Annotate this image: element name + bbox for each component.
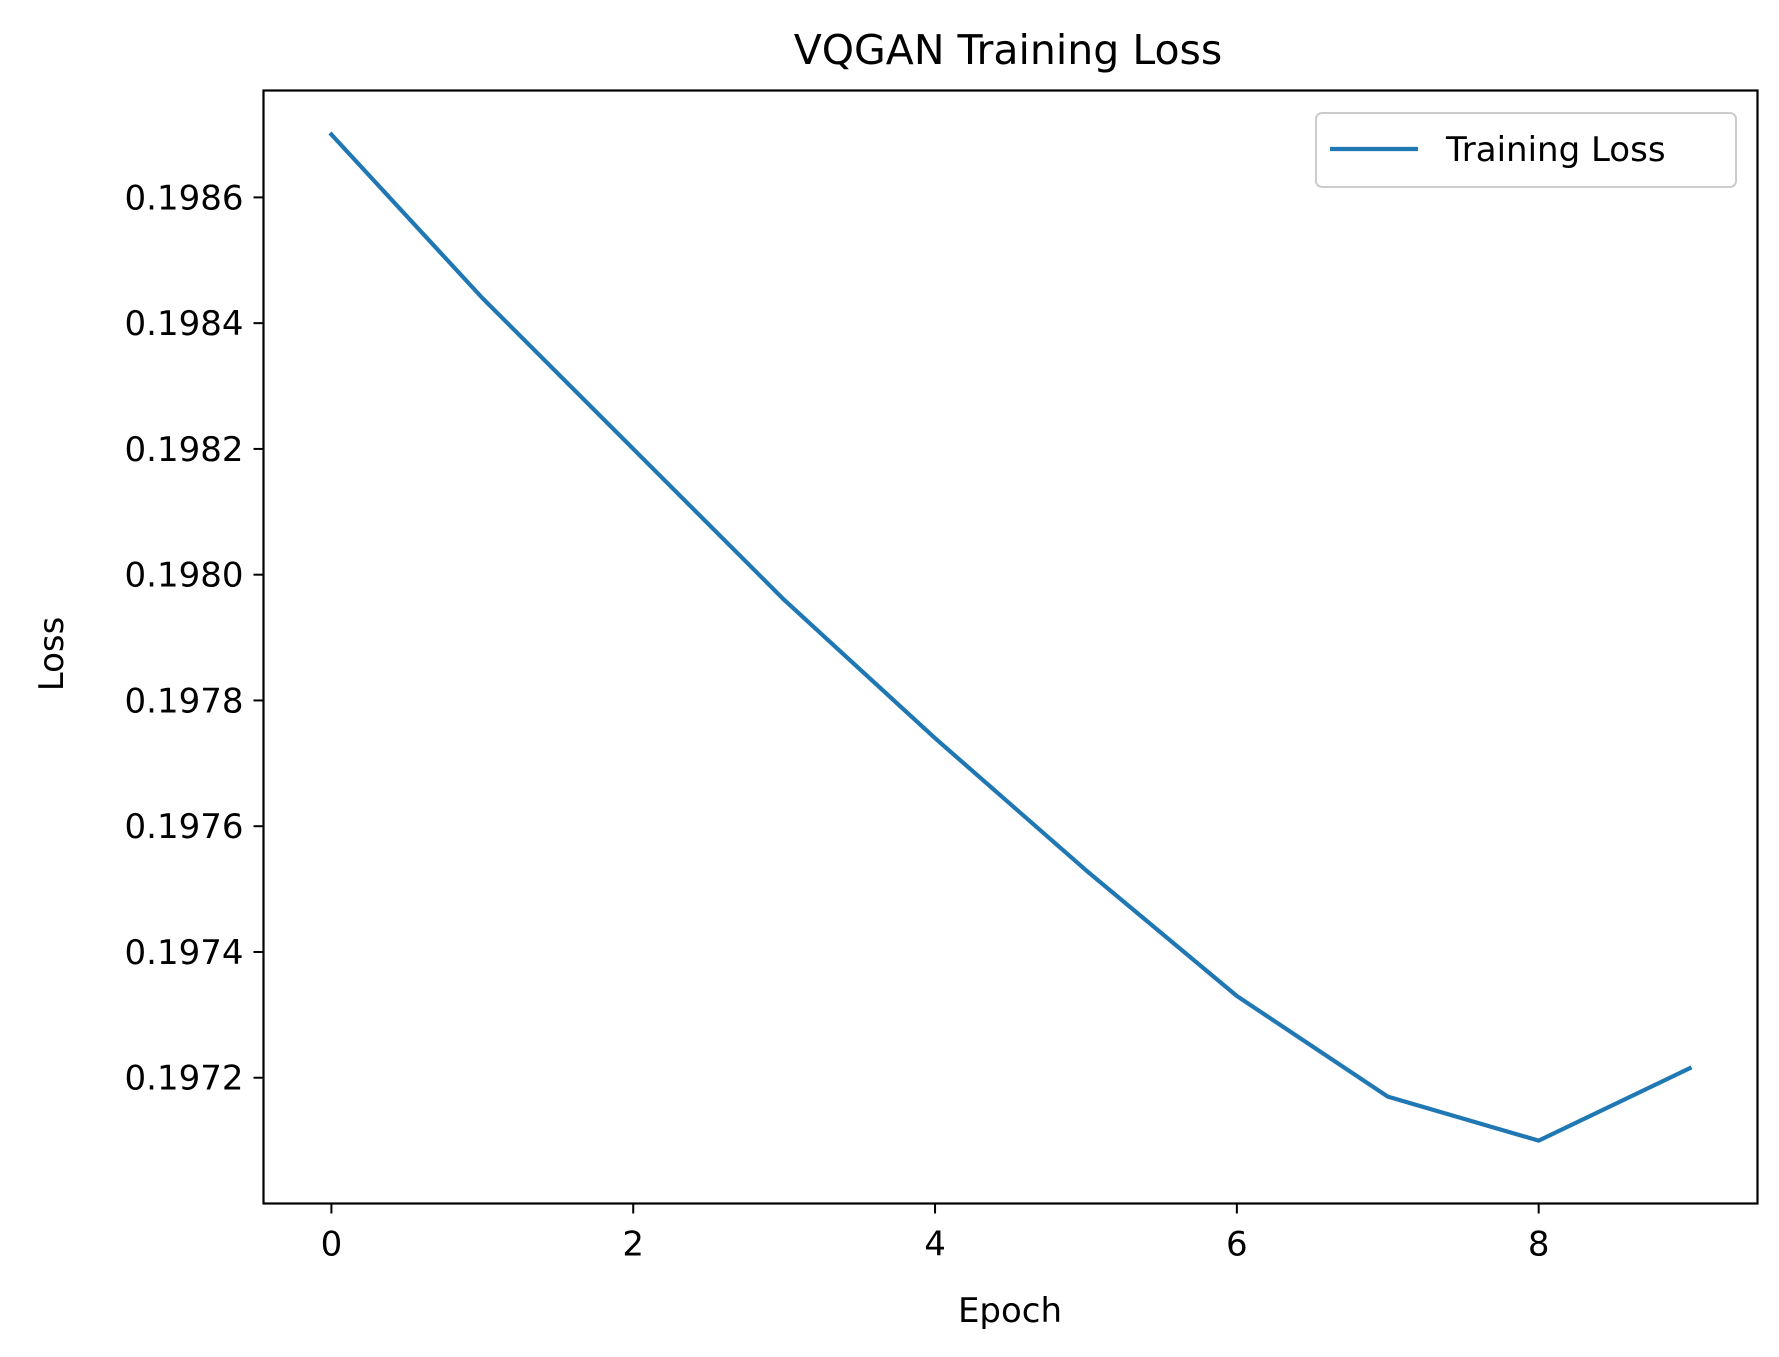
series-line-training-loss [328, 131, 1693, 1143]
x-tick-label: 6 [1226, 1225, 1248, 1265]
y-tick-label: 0.1972 [125, 1059, 244, 1099]
y-tick-label: 0.1976 [125, 807, 244, 847]
y-tick-label: 0.1980 [125, 556, 244, 596]
y-tick-label: 0.1984 [125, 304, 244, 344]
y-tick-label: 0.1982 [125, 430, 244, 470]
y-axis-label: Loss [32, 617, 72, 692]
x-tick-label: 2 [622, 1225, 644, 1265]
x-tick-label: 4 [924, 1225, 946, 1265]
y-axis-ticks: 0.1972 0.1974 0.1976 0.1978 0.1980 0.1982 0.19… [125, 178, 264, 1099]
x-tick-label: 0 [321, 1225, 343, 1265]
plot-area [262, 89, 1759, 1205]
y-tick-label: 0.1986 [125, 178, 244, 218]
chart-title: VQGAN Training Loss [794, 26, 1223, 74]
x-axis-ticks: 0 2 4 6 8 [321, 1203, 1550, 1265]
legend-box [1315, 112, 1737, 188]
y-tick-label: 0.1974 [125, 933, 244, 973]
y-tick-label: 0.1978 [125, 681, 244, 721]
legend: Training Loss [1315, 112, 1737, 188]
x-tick-label: 8 [1528, 1225, 1550, 1265]
x-axis-label: Epoch [958, 1291, 1062, 1331]
legend-label: Training Loss [1445, 130, 1666, 170]
axes-frame [262, 89, 1759, 1205]
